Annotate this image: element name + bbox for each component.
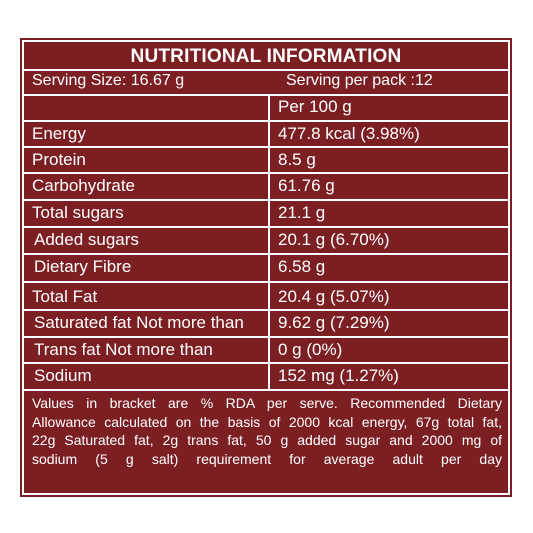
footnote-line: Values in bracket are % RDA per serve. R… xyxy=(32,395,502,411)
nutrient-label: Added sugars xyxy=(34,230,139,249)
nutrient-label: Dietary Fibre xyxy=(34,257,132,276)
nutrient-value: 61.76 g xyxy=(278,176,335,195)
nutrition-panel: NUTRITIONAL INFORMATION Serving Size: 16… xyxy=(20,38,512,497)
nutrient-value: 9.62 g (7.29%) xyxy=(278,313,390,332)
serving-per-pack: Serving per pack :12 xyxy=(286,72,433,89)
nutrient-label: Energy xyxy=(32,124,86,143)
nutrient-value: 0 g (0%) xyxy=(278,340,343,359)
serving-size: Serving Size: 16.67 g xyxy=(32,72,185,89)
row-divider xyxy=(24,309,508,311)
row-divider xyxy=(24,226,508,228)
row-divider xyxy=(24,199,508,201)
footnote-line: sodium (5 g salt) requirement for averag… xyxy=(32,450,502,467)
divider xyxy=(24,120,508,122)
row-divider xyxy=(24,362,508,364)
nutrient-label: Saturated fat Not more than xyxy=(34,313,244,332)
nutrient-value: 8.5 g xyxy=(278,150,316,169)
nutrient-value: 152 mg (1.27%) xyxy=(278,366,399,385)
row-divider xyxy=(24,172,508,174)
row-divider xyxy=(24,281,508,283)
nutrient-value: 20.4 g (5.07%) xyxy=(278,287,390,306)
nutrient-label: Protein xyxy=(32,150,86,169)
row-divider xyxy=(24,146,508,148)
column-header: Per 100 g xyxy=(278,97,352,116)
divider xyxy=(24,69,508,71)
nutrient-value: 477.8 kcal (3.98%) xyxy=(278,124,420,143)
divider xyxy=(24,94,508,96)
footnote-line: 22g Saturated fat, 2g trans fat, 50 g ad… xyxy=(32,432,502,448)
nutrient-label: Sodium xyxy=(34,366,92,385)
nutrient-label: Trans fat Not more than xyxy=(34,340,213,359)
column-divider xyxy=(268,94,270,389)
row-divider xyxy=(24,336,508,338)
footnote: Values in bracket are % RDA per serve. R… xyxy=(32,394,502,468)
serving-info: Serving Size: 16.67 g Serving per pack :… xyxy=(32,70,504,92)
panel-title: NUTRITIONAL INFORMATION xyxy=(130,46,402,67)
nutrient-label: Carbohydrate xyxy=(32,176,136,195)
nutrient-label: Total Fat xyxy=(32,287,98,306)
nutrient-label: Total sugars xyxy=(32,203,124,222)
nutrient-value: 20.1 g (6.70%) xyxy=(278,230,390,249)
row-divider xyxy=(24,253,508,255)
nutrient-value: 6.58 g xyxy=(278,257,326,276)
footnote-line: Allowance calculated on the basis of 200… xyxy=(32,413,502,430)
nutrient-value: 21.1 g xyxy=(278,203,326,222)
row-divider xyxy=(24,389,508,391)
